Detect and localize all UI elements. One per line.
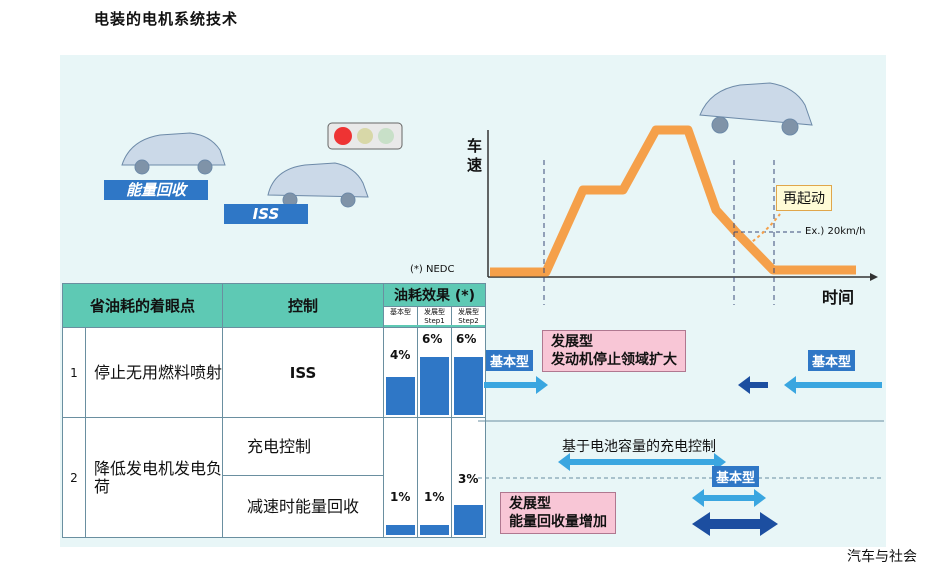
row2-control-a: 充电控制 bbox=[222, 417, 384, 476]
arrow-basic-left bbox=[484, 376, 548, 394]
sub-step2: 发展型 Step2 bbox=[458, 308, 479, 325]
arrow-dev1 bbox=[738, 376, 768, 394]
nedc-note: (*) NEDC bbox=[410, 264, 455, 275]
sub-basic: 基本型 bbox=[384, 307, 418, 325]
page-title: 电装的电机系统技术 bbox=[94, 10, 239, 28]
sub-step1: 发展型 Step1 bbox=[418, 307, 452, 325]
dev2-box: 发展型 能量回收量增加 bbox=[500, 492, 616, 534]
footer-source: 汽车与社会 bbox=[847, 549, 917, 565]
row2-basic-bar: 1% bbox=[383, 417, 418, 538]
scene-illustration bbox=[121, 82, 813, 208]
traffic-light-icon bbox=[327, 122, 403, 150]
iss-label: ISS bbox=[224, 204, 308, 224]
energy-recovery-label: 能量回收 bbox=[104, 180, 208, 200]
row2-focus: 降低发电机发电负荷 bbox=[85, 417, 223, 538]
row2-control-b: 减速时能量回收 bbox=[222, 475, 384, 538]
dev1-box: 发展型 发动机停止领域扩大 bbox=[542, 330, 686, 372]
row1-basic-bar: 4% bbox=[383, 327, 418, 418]
header-control: 控制 bbox=[222, 283, 384, 328]
restart-label: 再起动 bbox=[776, 185, 832, 211]
arrow-basic-mid bbox=[692, 489, 766, 507]
arrow-basic-right bbox=[784, 376, 882, 394]
arrow-charge-control bbox=[558, 453, 726, 471]
car-icon bbox=[699, 82, 813, 136]
arrow-dev2 bbox=[692, 512, 778, 536]
header-effect: 油耗效果 (*) 基本型 发展型 Step1 发展型 Step2 bbox=[383, 283, 486, 328]
speed-profile-chart bbox=[487, 125, 878, 305]
speed-curve bbox=[490, 125, 856, 277]
x-axis-label: 时间 bbox=[822, 288, 855, 307]
speed-note: Ex.) 20km/h bbox=[805, 226, 866, 237]
timeline-arrows bbox=[478, 376, 884, 536]
row-number: 2 bbox=[62, 417, 86, 538]
car-icon bbox=[267, 162, 369, 208]
charge-control-note: 基于电池容量的充电控制 bbox=[562, 439, 716, 455]
header-focus: 省油耗的着眼点 bbox=[62, 283, 223, 328]
row1-step1-bar: 6% bbox=[417, 327, 452, 418]
row-number: 1 bbox=[62, 327, 86, 418]
fuel-economy-table: 省油耗的着眼点 控制 油耗效果 (*) 基本型 发展型 Step1 发展型 St… bbox=[62, 283, 486, 538]
row1-step2-bar: 6% bbox=[451, 327, 486, 418]
badge-basic-left: 基本型 bbox=[486, 350, 534, 371]
row1-focus: 停止无用燃料喷射 bbox=[85, 327, 223, 418]
y-axis-label: 车速 bbox=[465, 138, 483, 176]
row2-step1-bar: 1% bbox=[417, 417, 452, 538]
car-icon bbox=[121, 132, 226, 175]
badge-basic-right: 基本型 bbox=[808, 350, 856, 371]
row1-control: ISS bbox=[222, 327, 384, 418]
badge-basic-mid: 基本型 bbox=[712, 466, 760, 487]
